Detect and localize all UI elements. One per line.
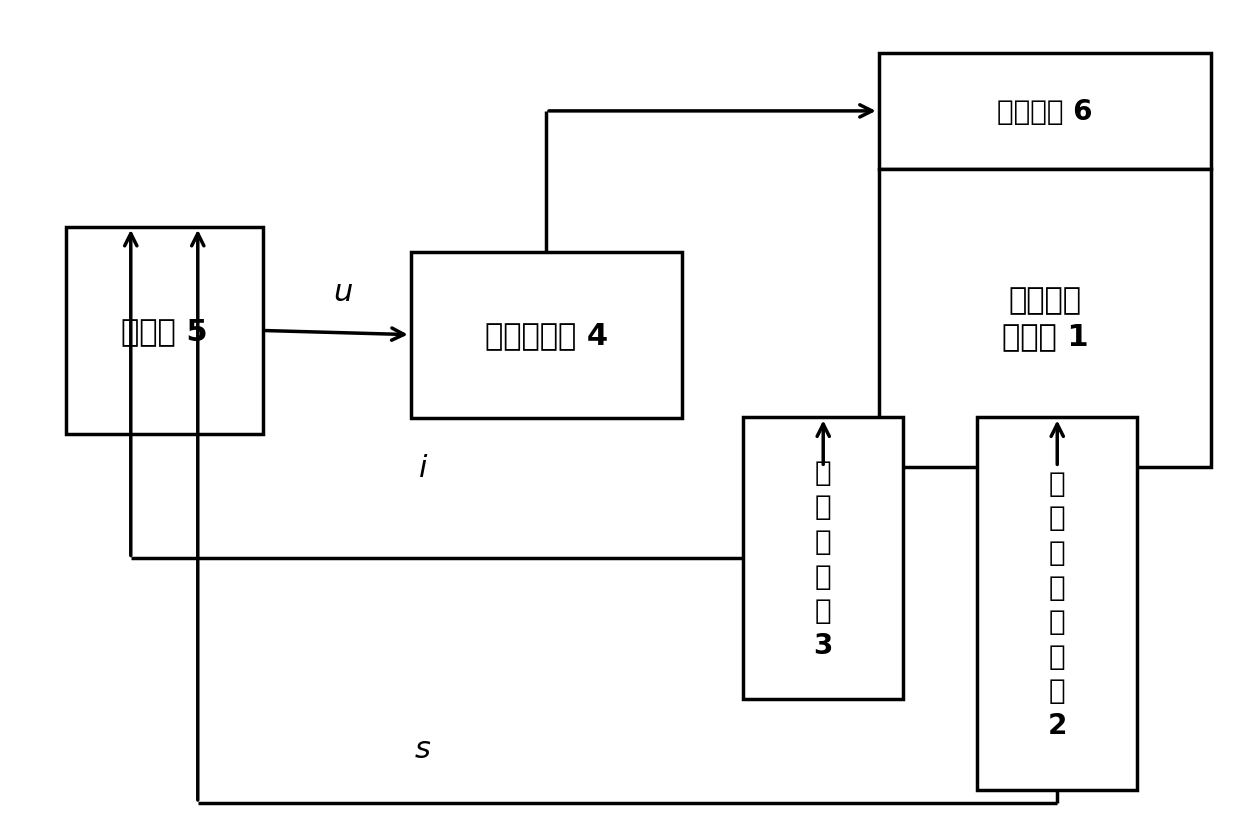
Bar	[410, 252, 682, 418]
Bar	[977, 418, 1137, 791]
Text: 低频标准
振动台 1: 低频标准 振动台 1	[1002, 286, 1089, 351]
Bar	[879, 170, 1211, 467]
Text: 光
栅
位
移
传
感
器
2: 光 栅 位 移 传 感 器 2	[1048, 469, 1066, 739]
Bar	[879, 54, 1211, 170]
Text: $s$: $s$	[414, 735, 432, 763]
Text: 电
流
传
感
器
3: 电 流 传 感 器 3	[813, 458, 833, 659]
Text: $u$: $u$	[332, 278, 353, 306]
Text: 驱动线圈 6: 驱动线圈 6	[997, 98, 1092, 125]
Bar	[743, 418, 903, 700]
Text: 功率放大器 4: 功率放大器 4	[485, 321, 608, 349]
Bar	[66, 227, 263, 435]
Text: $i$: $i$	[418, 453, 428, 482]
Text: 控制器 5: 控制器 5	[122, 317, 207, 345]
